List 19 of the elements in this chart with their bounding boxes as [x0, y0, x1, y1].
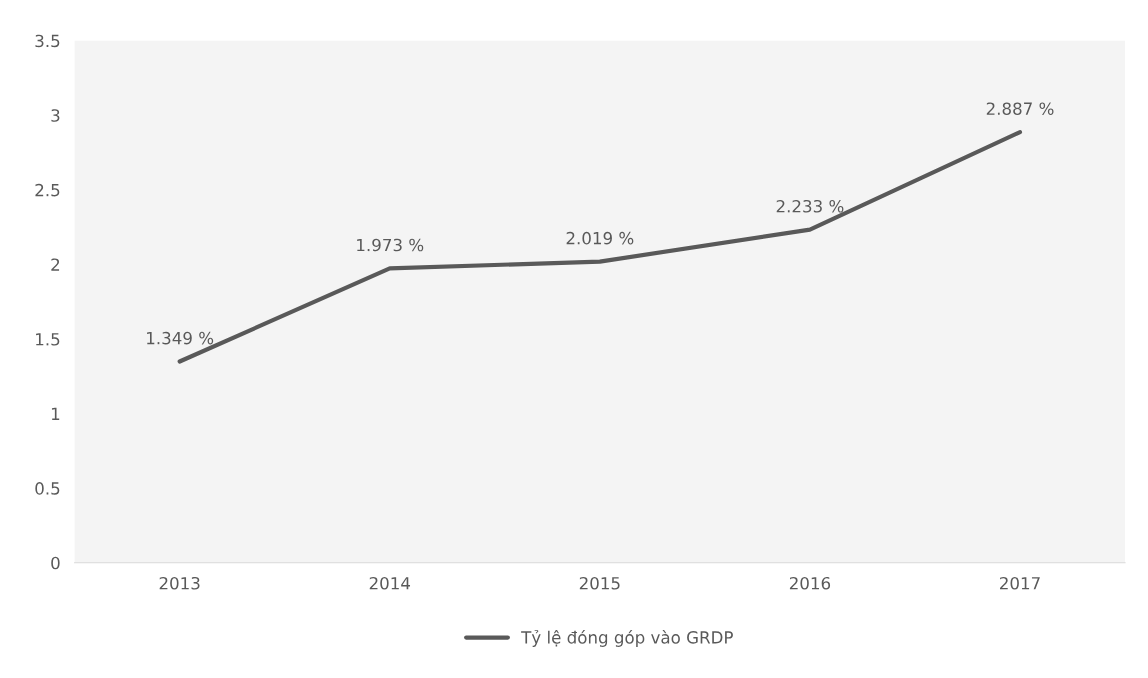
y-tick-label: 3.5 [35, 34, 60, 48]
x-tick-label: 2013 [159, 576, 200, 590]
y-tick-label: 2 [51, 258, 60, 271]
x-tick-label: 2017 [1000, 576, 1040, 590]
data-label: 2.887 % [986, 102, 1054, 115]
y-tick-label: 1 [51, 407, 60, 420]
x-tick-label: 2014 [369, 576, 411, 590]
legend-label: Tỷ lệ đóng góp vào GRDP [521, 629, 733, 647]
y-tick-label: 0.5 [35, 482, 60, 495]
data-label: 1.349 % [147, 331, 214, 345]
y-tick-label: 2.5 [35, 183, 60, 197]
data-label: 2.019 % [566, 231, 634, 245]
x-tick-label: 2016 [789, 576, 831, 590]
y-tick-label: 3 [51, 109, 60, 122]
x-tick-label: 2015 [579, 576, 620, 590]
data-label: 1.973 % [357, 238, 424, 252]
y-tick-label: 0 [51, 556, 60, 570]
y-tick-label: 1.5 [36, 333, 60, 346]
data-label: 2.233 % [776, 199, 844, 213]
